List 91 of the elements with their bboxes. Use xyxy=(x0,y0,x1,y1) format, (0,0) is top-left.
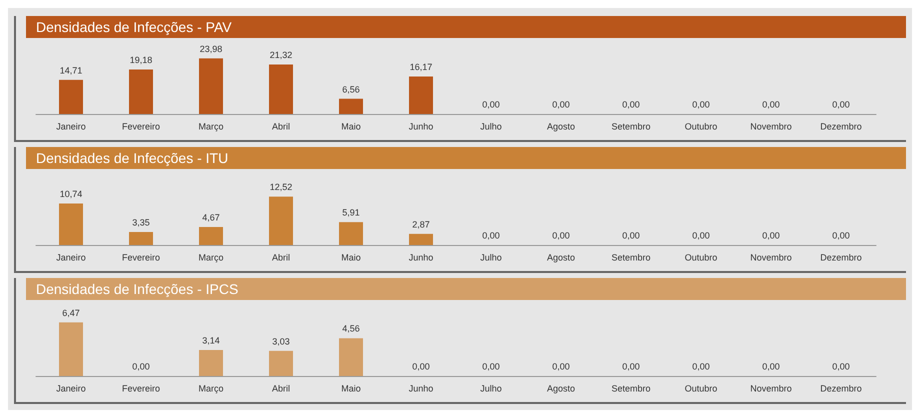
bar xyxy=(199,350,223,376)
bar xyxy=(339,222,363,245)
data-label: 3,14 xyxy=(202,335,220,346)
bar xyxy=(129,232,153,245)
data-label: 6,56 xyxy=(342,84,360,94)
data-label: 0,00 xyxy=(552,362,570,372)
data-label: 21,32 xyxy=(270,50,292,60)
x-tick-label: Maio xyxy=(341,384,361,394)
data-label: 0,00 xyxy=(832,362,850,372)
x-tick-label: Fevereiro xyxy=(122,122,160,132)
bar xyxy=(199,226,223,245)
x-tick-label: Janeiro xyxy=(56,122,86,132)
bar xyxy=(269,196,293,245)
x-tick-label: Setembro xyxy=(611,252,651,262)
data-label: 2,87 xyxy=(412,219,430,230)
bar xyxy=(339,98,363,114)
chart-title: Densidades de Infecções - PAV xyxy=(26,16,906,38)
data-label: 0,00 xyxy=(552,100,570,110)
chart-title: Densidades de Infecções - IPCS xyxy=(26,278,906,300)
bar xyxy=(269,64,293,114)
x-tick-label: Novembro xyxy=(750,252,792,262)
chart-title: Densidades de Infecções - ITU xyxy=(26,147,906,169)
x-tick-label: Outubro xyxy=(684,252,718,262)
x-tick-label: Setembro xyxy=(611,122,651,132)
x-tick-label: Maio xyxy=(341,252,361,262)
data-label: 0,00 xyxy=(692,230,710,240)
x-tick-label: Junho xyxy=(408,252,434,262)
bar xyxy=(129,70,153,114)
x-tick-label: Fevereiro xyxy=(122,384,160,394)
data-label: 0,00 xyxy=(692,100,710,110)
data-label: 23,98 xyxy=(200,44,222,54)
x-tick-label: Maio xyxy=(341,122,361,132)
x-tick-label: Setembro xyxy=(611,384,651,394)
data-label: 14,71 xyxy=(60,65,82,76)
x-tick-label: Março xyxy=(198,384,224,394)
data-label: 0,00 xyxy=(622,362,640,372)
data-label: 16,17 xyxy=(410,62,432,72)
x-tick-label: Março xyxy=(198,122,224,132)
data-label: 3,03 xyxy=(272,336,290,346)
x-tick-label: Julho xyxy=(480,122,502,132)
data-label: 0,00 xyxy=(482,362,500,372)
x-tick-label: Abril xyxy=(272,252,290,262)
x-tick-label: Agosto xyxy=(546,384,576,394)
x-tick-label: Abril xyxy=(272,384,290,394)
x-tick-label: Março xyxy=(198,252,224,262)
data-label: 0,00 xyxy=(132,362,150,372)
data-label: 0,00 xyxy=(832,230,850,240)
bar xyxy=(59,80,83,114)
data-label: 0,00 xyxy=(622,230,640,240)
x-tick-label: Novembro xyxy=(750,122,792,132)
x-tick-label: Dezembro xyxy=(820,252,862,262)
data-label: 19,18 xyxy=(130,55,152,65)
x-tick-label: Dezembro xyxy=(820,122,862,132)
data-label: 0,00 xyxy=(552,230,570,240)
bar xyxy=(59,322,83,376)
bar xyxy=(199,58,223,114)
data-label: 0,00 xyxy=(622,100,640,110)
data-label: 6,47 xyxy=(62,308,80,318)
data-label: 0,00 xyxy=(832,100,850,110)
data-label: 10,74 xyxy=(60,188,82,199)
data-label: 12,52 xyxy=(270,182,292,192)
data-label: 0,00 xyxy=(412,362,430,372)
data-label: 5,91 xyxy=(342,208,360,218)
x-tick-label: Janeiro xyxy=(56,384,86,394)
bar xyxy=(409,234,433,245)
x-tick-label: Outubro xyxy=(684,122,718,132)
x-tick-label: Novembro xyxy=(750,384,792,394)
bar xyxy=(269,350,293,376)
x-tick-label: Agosto xyxy=(546,252,576,262)
x-tick-label: Janeiro xyxy=(56,252,86,262)
x-tick-label: Outubro xyxy=(684,384,718,394)
x-tick-label: Dezembro xyxy=(820,384,862,394)
data-label: 4,56 xyxy=(342,324,360,334)
data-label: 0,00 xyxy=(762,362,780,372)
data-label: 3,35 xyxy=(132,218,150,228)
x-tick-label: Abril xyxy=(272,122,290,132)
data-label: 0,00 xyxy=(482,230,500,240)
data-label: 0,00 xyxy=(692,362,710,372)
x-tick-label: Agosto xyxy=(546,122,576,132)
data-label: 0,00 xyxy=(762,230,780,240)
data-label: 0,00 xyxy=(762,100,780,110)
x-tick-label: Fevereiro xyxy=(122,252,160,262)
bar xyxy=(409,76,433,114)
x-tick-label: Julho xyxy=(480,252,502,262)
x-tick-label: Junho xyxy=(408,384,434,394)
data-label: 4,67 xyxy=(202,212,220,222)
x-tick-label: Junho xyxy=(408,122,434,132)
bar xyxy=(339,338,363,376)
data-label: 0,00 xyxy=(482,100,500,110)
bar xyxy=(59,203,83,245)
x-tick-label: Julho xyxy=(480,384,502,394)
